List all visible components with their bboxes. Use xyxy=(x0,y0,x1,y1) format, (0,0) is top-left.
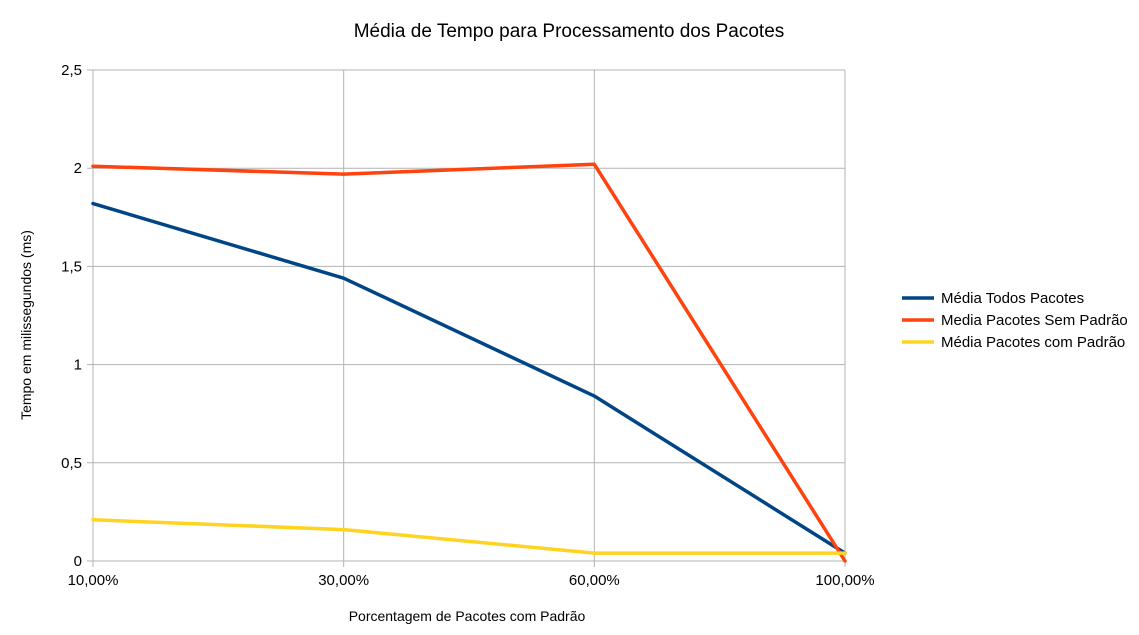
y-tick-label: 1 xyxy=(74,357,82,374)
series-line-1 xyxy=(91,201,847,555)
legend-label: Média Pacotes com Padrão xyxy=(941,334,1125,351)
y-axis-label: Tempo em milissegundos (ms) xyxy=(18,230,34,420)
x-tick-label: 100,00% xyxy=(815,572,874,589)
y-tick-label: 0,5 xyxy=(61,455,82,472)
chart-title: Média de Tempo para Processamento dos Pa… xyxy=(354,21,785,42)
x-axis-label: Porcentagem de Pacotes com Padrão xyxy=(349,608,586,624)
x-tick-label: 10,00% xyxy=(68,572,119,589)
grid xyxy=(87,69,846,567)
legend-label: Media Pacotes Sem Padrão xyxy=(941,312,1128,329)
x-tick-label: 60,00% xyxy=(569,572,620,589)
y-tick-label: 2,5 xyxy=(61,62,82,79)
y-tick-label: 0 xyxy=(74,553,82,570)
series-line-2 xyxy=(91,162,847,563)
y-tick-label: 2 xyxy=(74,160,82,177)
legend-label: Média Todos Pacotes xyxy=(941,290,1084,307)
legend: Média Todos Pacotes Media Pacotes Sem Pad… xyxy=(902,290,1128,351)
y-axis-ticks: 0 0,5 1 1,5 2 2,5 xyxy=(61,62,82,570)
series-line-3 xyxy=(91,518,847,555)
y-tick-label: 1,5 xyxy=(61,258,82,275)
x-axis-ticks: 10,00% 30,00% 60,00% 100,00% xyxy=(68,572,875,589)
series-lines xyxy=(91,162,847,563)
x-tick-label: 30,00% xyxy=(318,572,369,589)
